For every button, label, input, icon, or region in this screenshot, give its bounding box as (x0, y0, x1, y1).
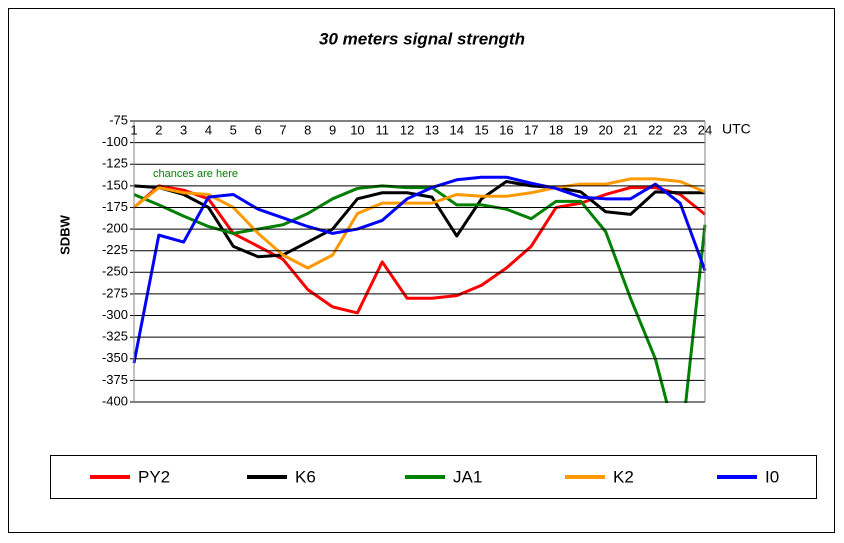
legend-label: K2 (613, 467, 634, 486)
series-line (133, 184, 707, 403)
y-tick-label: -275 (102, 285, 128, 300)
chart-title: 30 meters signal strength (319, 29, 525, 48)
x-tick-label: 20 (598, 122, 612, 137)
x-tick-label: 13 (425, 122, 439, 137)
legend-label: K6 (295, 467, 316, 486)
annotation: chances are here (153, 168, 238, 180)
series-line (133, 184, 706, 315)
legend-label: JA1 (453, 467, 482, 486)
x-tick-label: 15 (474, 122, 488, 137)
y-tick-label: -350 (102, 350, 128, 365)
y-tick-label: -75 (109, 112, 128, 127)
x-tick-label: 17 (524, 122, 538, 137)
x-tick-label: 3 (180, 122, 187, 137)
x-tick-label: 5 (230, 122, 237, 137)
x-tick-label: 2 (155, 122, 162, 137)
chart-border (8, 8, 835, 533)
y-tick-label: -300 (102, 307, 128, 322)
x-tick-label: 22 (648, 122, 662, 137)
y-tick-label: -125 (102, 156, 128, 171)
series-line (132, 175, 707, 364)
x-tick-label: 10 (350, 122, 364, 137)
y-tick-label: -200 (102, 221, 128, 236)
x-tick-label: 14 (450, 122, 464, 137)
legend-label: I0 (765, 467, 779, 486)
y-axis-label: SDBW (57, 214, 72, 254)
x-axis-label: UTC (722, 121, 751, 137)
y-tick-label: -400 (102, 393, 128, 408)
series-line (133, 177, 706, 270)
x-tick-label: 21 (623, 122, 637, 137)
x-tick-label: 16 (499, 122, 513, 137)
x-tick-label: 23 (673, 122, 687, 137)
y-tick-label: -150 (102, 177, 128, 192)
x-tick-label: 11 (376, 122, 390, 137)
x-tick-label: 6 (255, 122, 262, 137)
series-line (133, 180, 705, 259)
x-tick-label: 9 (329, 122, 336, 137)
y-tick-label: -375 (102, 372, 128, 387)
x-tick-label: 19 (574, 122, 588, 137)
y-tick-label: -325 (102, 329, 128, 344)
y-tick-label: -225 (102, 242, 128, 257)
x-tick-label: 24 (698, 122, 712, 137)
x-tick-label: 8 (304, 122, 311, 137)
x-tick-label: 4 (205, 122, 212, 137)
x-tick-label: 7 (279, 122, 286, 137)
x-tick-label: 1 (130, 122, 137, 137)
y-tick-label: -250 (102, 264, 128, 279)
y-tick-label: -175 (102, 199, 128, 214)
x-tick-label: 18 (549, 122, 563, 137)
x-tick-label: 12 (400, 122, 414, 137)
y-tick-label: -100 (102, 134, 128, 149)
legend-label: PY2 (138, 467, 170, 486)
